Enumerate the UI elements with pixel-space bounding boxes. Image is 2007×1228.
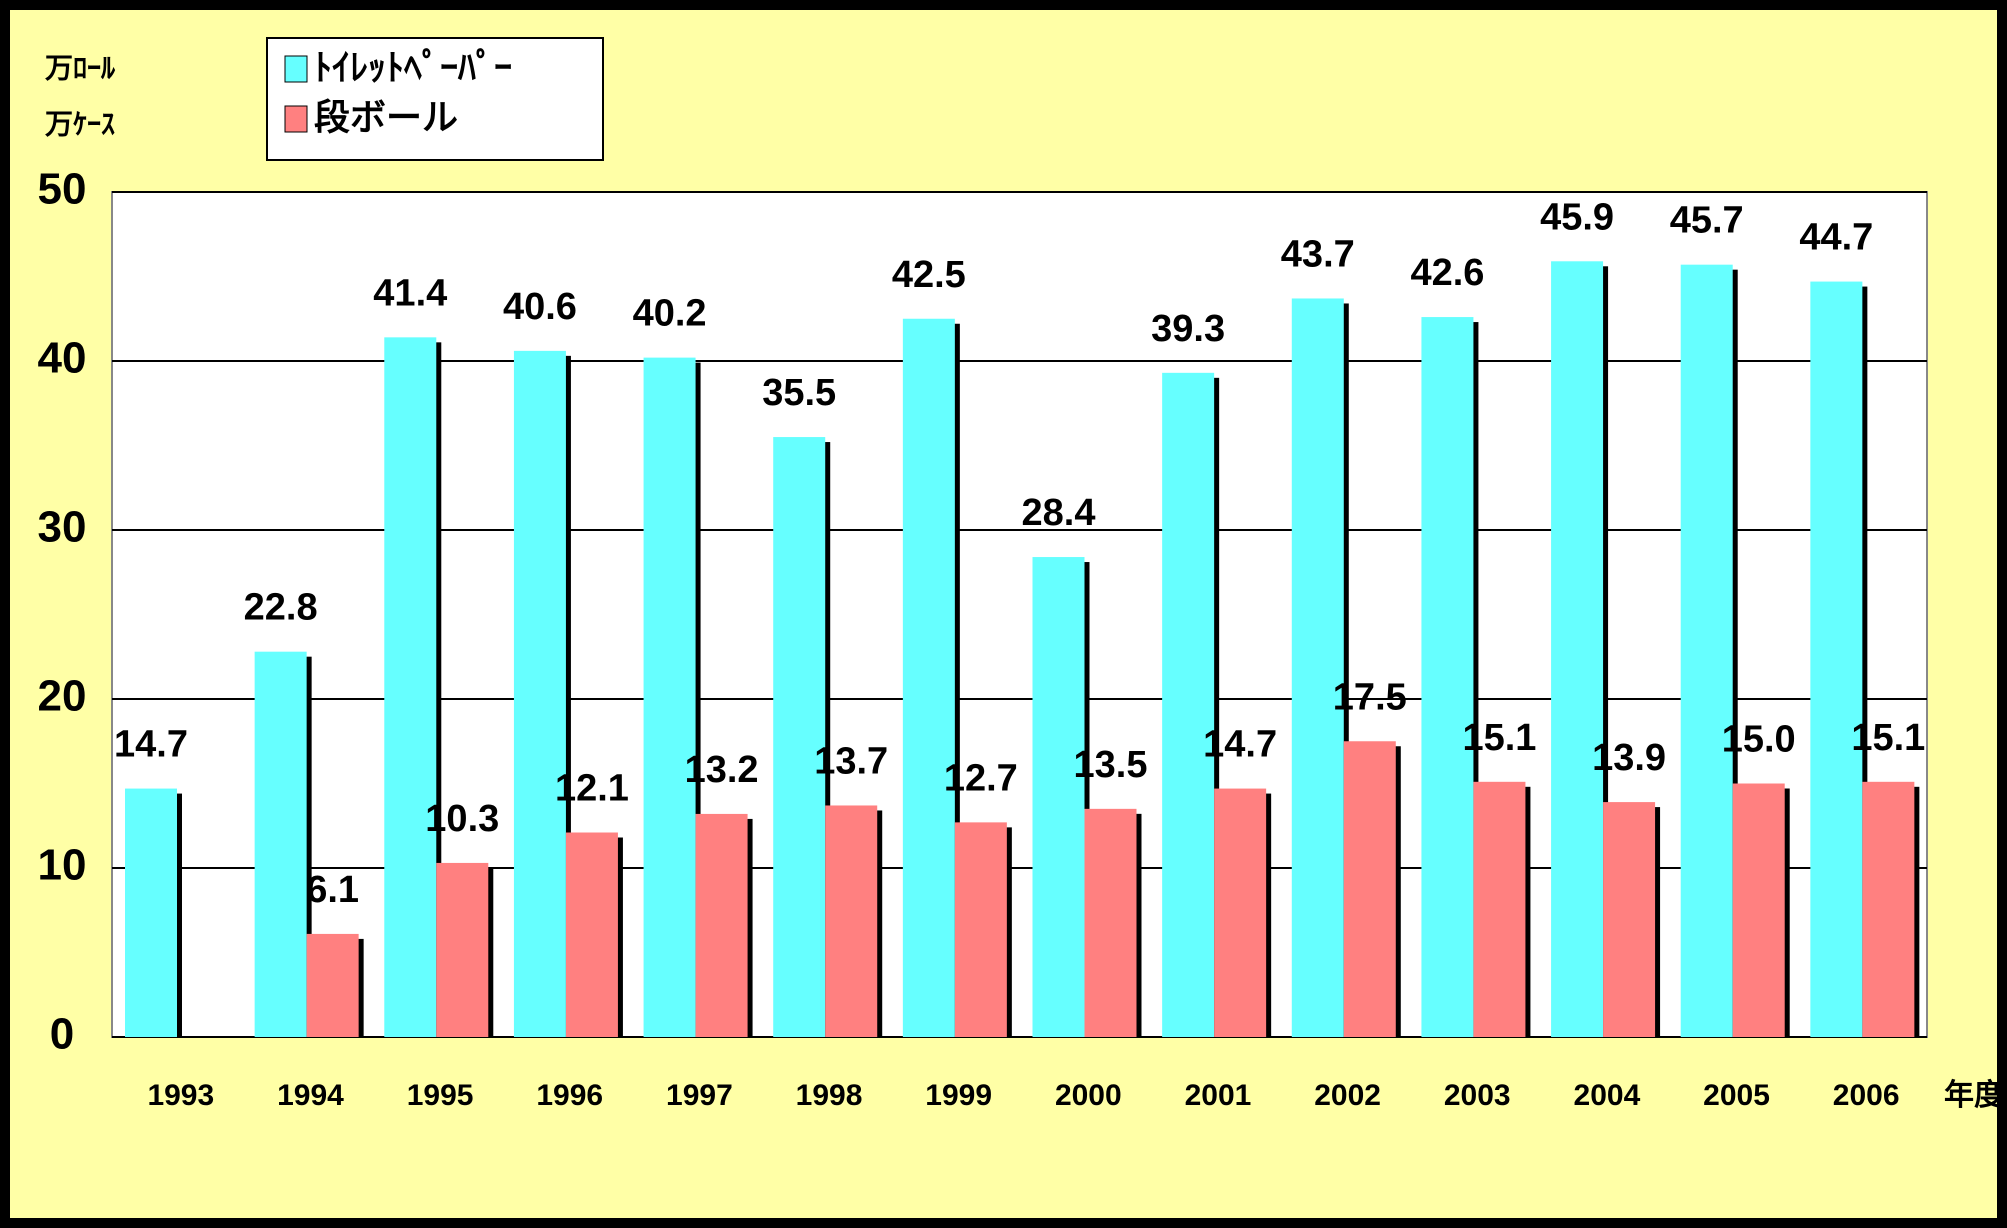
bar bbox=[254, 651, 307, 1037]
x-tick-label: 2004 bbox=[1574, 1079, 1641, 1112]
bar bbox=[1214, 788, 1267, 1037]
x-tick-label: 2002 bbox=[1314, 1079, 1381, 1112]
bar bbox=[773, 437, 826, 1037]
value-label: 43.7 bbox=[1281, 234, 1355, 276]
legend-label: ﾄｲﾚｯﾄﾍﾟｰﾊﾟｰ bbox=[314, 47, 512, 88]
value-label: 28.4 bbox=[1022, 492, 1096, 534]
value-label: 6.1 bbox=[306, 869, 359, 911]
x-tick-label: 1996 bbox=[536, 1079, 603, 1112]
y-tick-label: 0 bbox=[50, 1010, 74, 1059]
x-tick-label: 1994 bbox=[277, 1079, 344, 1112]
y-tick-label: 20 bbox=[38, 672, 87, 721]
x-tick-label: 1997 bbox=[666, 1079, 733, 1112]
x-tick-label: 1998 bbox=[796, 1079, 863, 1112]
bar bbox=[1084, 808, 1137, 1037]
value-label: 15.1 bbox=[1462, 717, 1536, 759]
bar bbox=[125, 788, 177, 1037]
bar bbox=[695, 813, 748, 1037]
x-tick-label: 1999 bbox=[925, 1079, 992, 1112]
value-label: 12.7 bbox=[944, 757, 1018, 799]
value-label: 15.0 bbox=[1722, 719, 1796, 761]
value-label: 42.5 bbox=[892, 254, 966, 296]
value-label: 45.7 bbox=[1670, 200, 1744, 242]
value-label: 13.5 bbox=[1074, 744, 1148, 786]
x-tick-label: 1993 bbox=[147, 1079, 214, 1112]
legend bbox=[266, 37, 604, 161]
value-label: 45.9 bbox=[1540, 196, 1614, 238]
bar bbox=[643, 357, 696, 1037]
value-label: 39.3 bbox=[1151, 308, 1225, 350]
value-label: 15.1 bbox=[1851, 717, 1925, 759]
bar bbox=[1343, 741, 1396, 1037]
x-tick-label: 2006 bbox=[1833, 1079, 1900, 1112]
legend-swatch bbox=[284, 105, 308, 133]
value-label: 40.2 bbox=[633, 293, 707, 335]
unit-label: 万ｹｰｽ bbox=[45, 108, 115, 139]
legend-label: 段ボール bbox=[314, 97, 458, 138]
value-label: 41.4 bbox=[373, 272, 447, 314]
bar bbox=[1603, 802, 1656, 1037]
bar bbox=[902, 318, 955, 1037]
bar bbox=[1291, 298, 1344, 1038]
bar bbox=[1862, 781, 1915, 1037]
y-tick-label: 30 bbox=[38, 503, 87, 552]
value-label: 44.7 bbox=[1799, 217, 1873, 259]
value-label: 14.7 bbox=[1203, 724, 1277, 766]
x-tick-label: 2001 bbox=[1185, 1079, 1252, 1112]
bar bbox=[436, 862, 489, 1037]
value-label: 40.6 bbox=[503, 286, 577, 328]
x-tick-label: 1995 bbox=[407, 1079, 474, 1112]
bar bbox=[1032, 557, 1085, 1037]
unit-label: 万ﾛｰﾙ bbox=[45, 52, 116, 83]
bar bbox=[1810, 281, 1863, 1037]
x-tick-label: 2005 bbox=[1703, 1079, 1770, 1112]
y-tick-label: 40 bbox=[38, 334, 87, 383]
bar bbox=[565, 832, 618, 1037]
value-label: 12.1 bbox=[555, 768, 629, 810]
value-label: 42.6 bbox=[1410, 252, 1484, 294]
value-label: 17.5 bbox=[1333, 676, 1407, 718]
value-label: 13.2 bbox=[685, 749, 759, 791]
bar bbox=[1421, 317, 1474, 1037]
y-tick-label: 10 bbox=[38, 841, 87, 890]
y-tick-label: 50 bbox=[38, 165, 87, 214]
bar bbox=[825, 805, 878, 1037]
bar bbox=[513, 350, 566, 1037]
value-label: 35.5 bbox=[762, 372, 836, 414]
legend-swatch bbox=[284, 55, 308, 83]
value-label: 10.3 bbox=[425, 798, 499, 840]
bar bbox=[1473, 781, 1526, 1037]
bar bbox=[1732, 783, 1785, 1037]
bar bbox=[1680, 264, 1733, 1037]
bar bbox=[1551, 261, 1604, 1037]
value-label: 13.9 bbox=[1592, 737, 1666, 779]
bar bbox=[306, 933, 359, 1037]
value-label: 22.8 bbox=[244, 587, 318, 629]
bar bbox=[954, 822, 1007, 1037]
x-tick-label: 2000 bbox=[1055, 1079, 1122, 1112]
value-label: 13.7 bbox=[814, 741, 888, 783]
bar bbox=[384, 337, 437, 1038]
x-tick-label: 2003 bbox=[1444, 1079, 1511, 1112]
x-unit-label: 年度 bbox=[1944, 1079, 2004, 1112]
value-label: 14.7 bbox=[114, 724, 188, 766]
bar bbox=[1162, 372, 1215, 1038]
